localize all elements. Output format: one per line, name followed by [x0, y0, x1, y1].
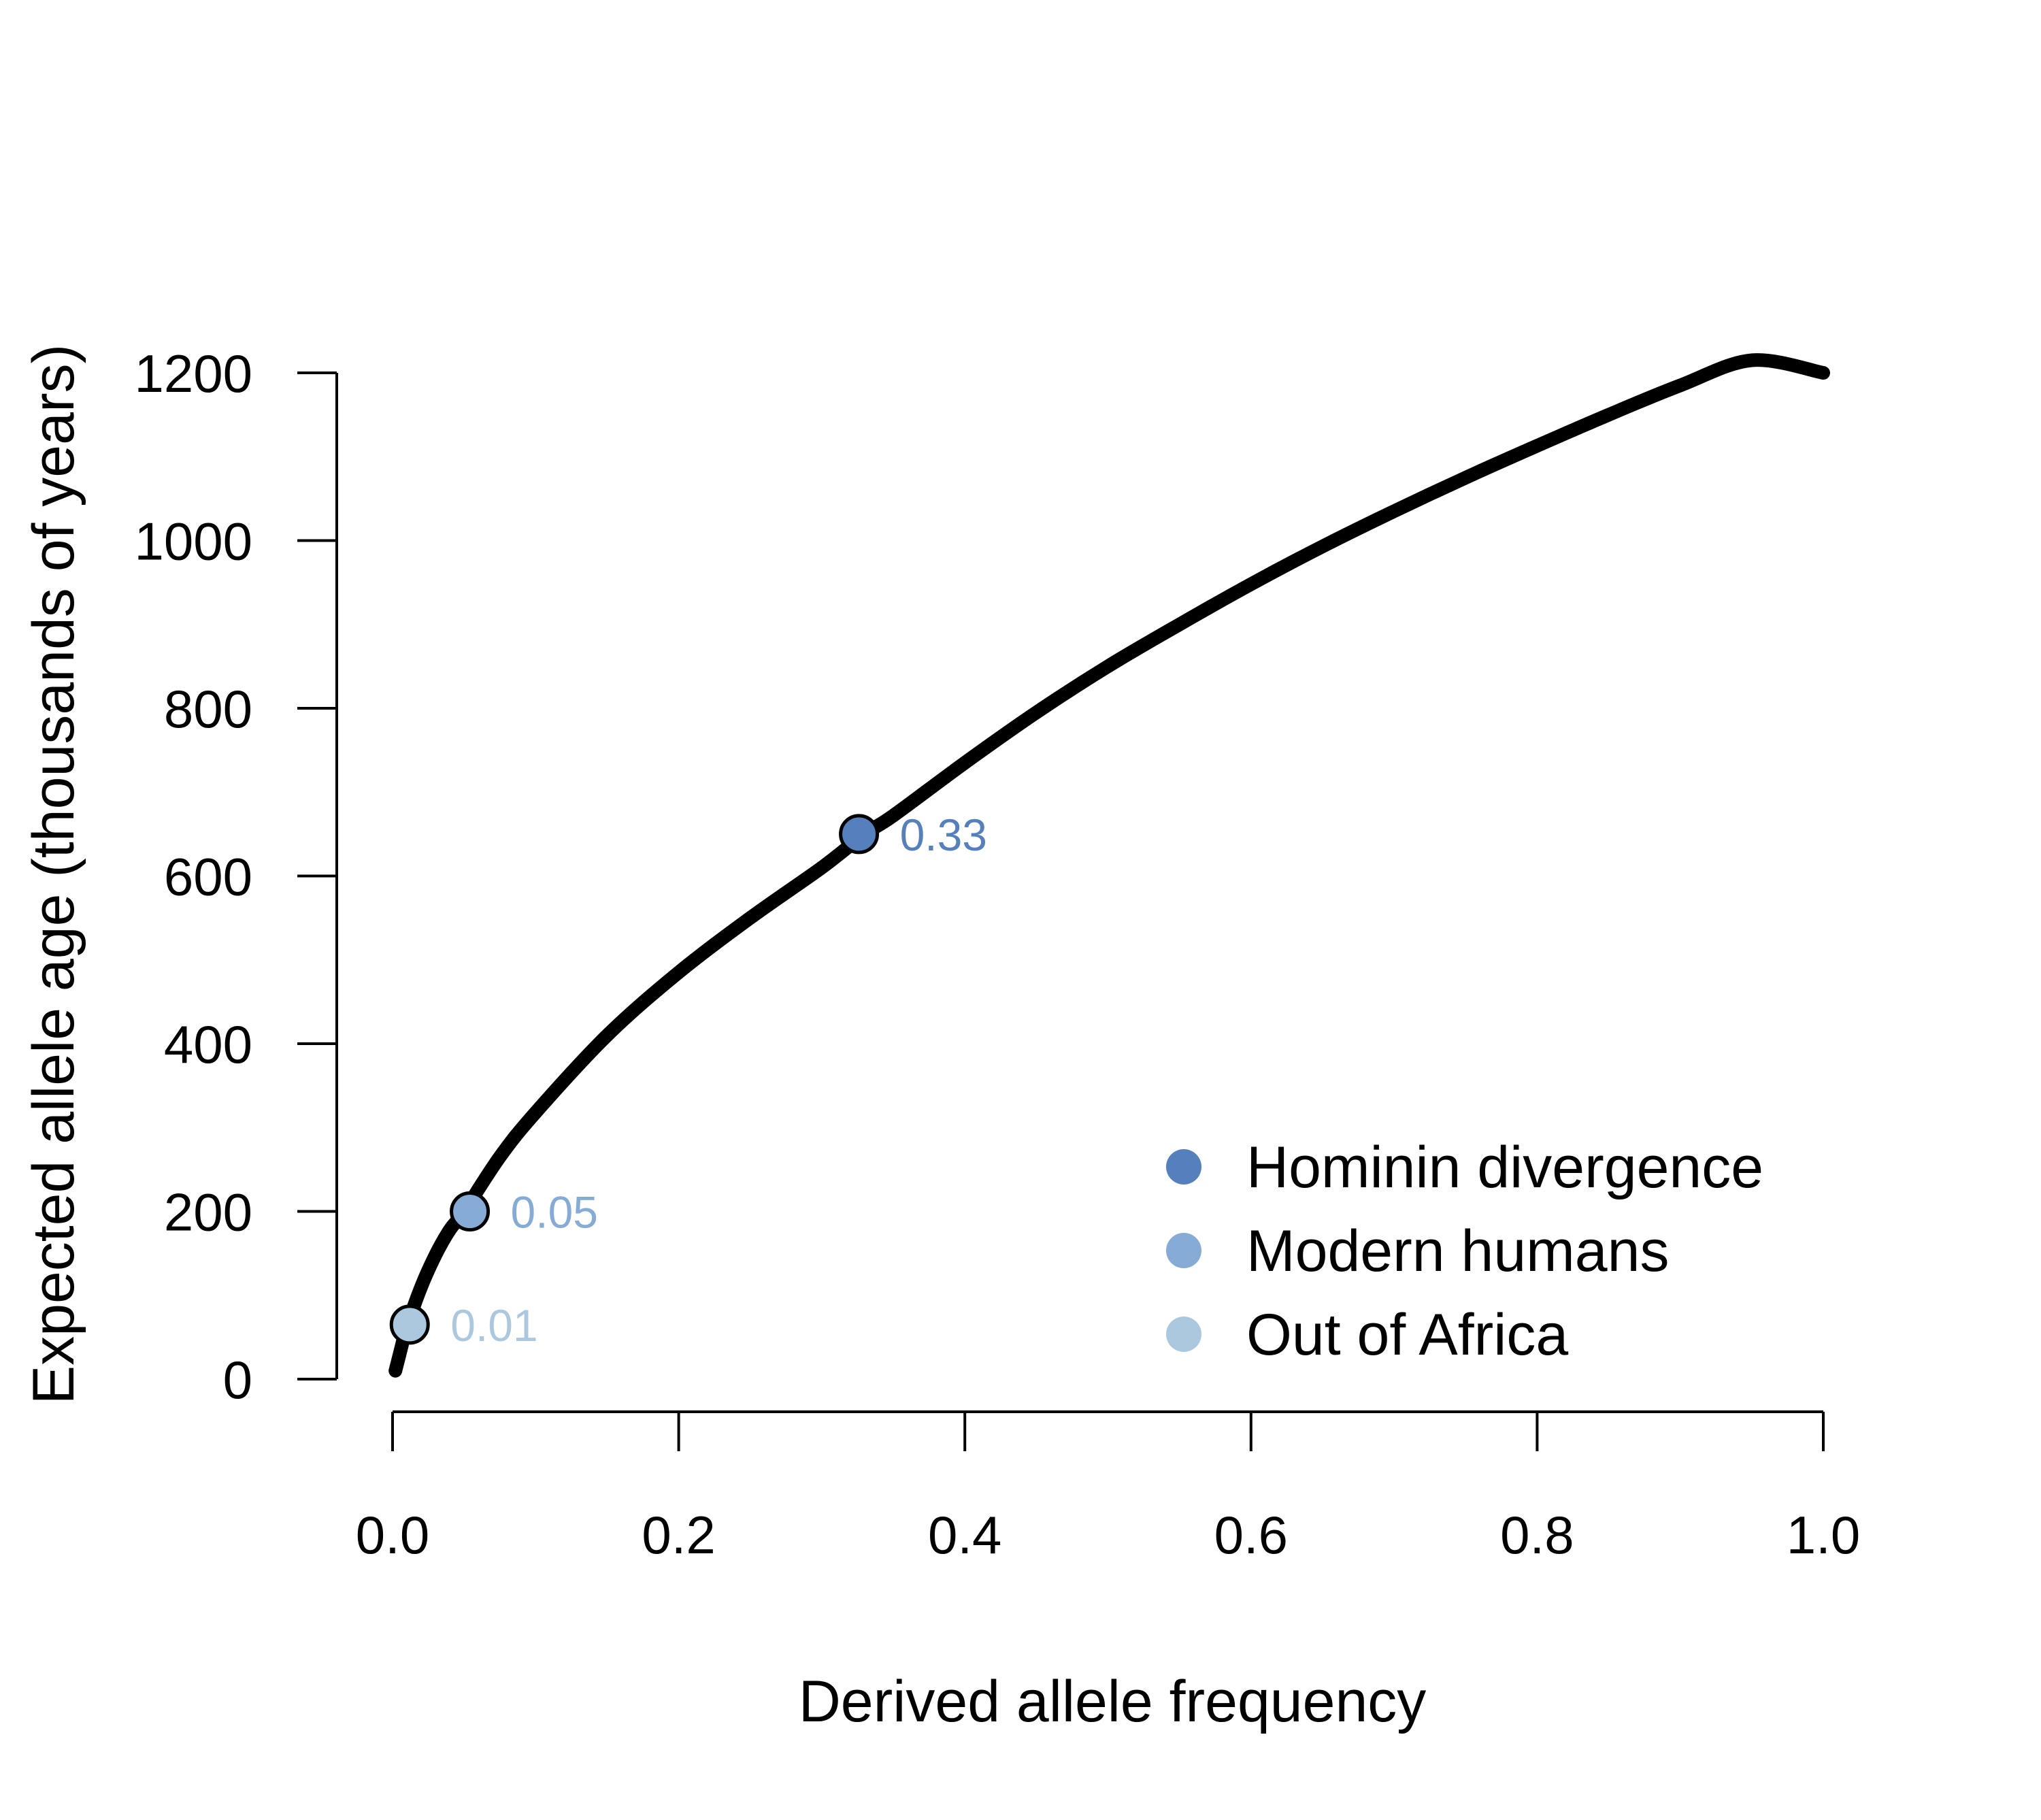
data-point-label: 0.01 — [450, 1300, 537, 1351]
x-tick-label: 0.2 — [642, 1505, 715, 1565]
legend-label: Out of Africa — [1246, 1302, 1568, 1368]
legend-marker — [1166, 1149, 1201, 1185]
data-point — [389, 1304, 430, 1345]
legend: Hominin divergence Modern humans Out of Af… — [1166, 1135, 1763, 1368]
y-axis-title: Expected allele age (thousands of years) — [21, 344, 86, 1405]
y-tick-label: 400 — [164, 1014, 252, 1074]
data-point — [450, 1191, 491, 1231]
legend-label: Modern humans — [1246, 1219, 1669, 1284]
x-tick-label: 0.0 — [356, 1505, 429, 1565]
x-tick-label: 0.8 — [1500, 1505, 1574, 1565]
x-axis: 0.0 0.2 0.4 0.6 0.8 1.0 — [356, 1410, 1860, 1565]
legend-marker — [1166, 1317, 1201, 1352]
legend-marker — [1166, 1233, 1201, 1268]
x-tick-label: 0.4 — [928, 1505, 1001, 1565]
data-point — [839, 814, 880, 855]
y-tick-label: 800 — [164, 679, 252, 739]
data-point-label: 0.05 — [511, 1187, 598, 1238]
legend-label: Hominin divergence — [1246, 1135, 1763, 1200]
x-axis-title: Derived allele frequency — [799, 1669, 1427, 1734]
plot-area: 0.01 0.05 0.33 — [388, 353, 1830, 1378]
y-tick-label: 0 — [223, 1350, 252, 1410]
y-tick-label: 1000 — [134, 512, 252, 572]
y-tick-label: 200 — [164, 1182, 252, 1242]
x-tick-label: 0.6 — [1214, 1505, 1288, 1565]
y-tick-label: 1200 — [134, 344, 252, 403]
y-tick-label: 600 — [164, 847, 252, 907]
x-tick-label: 1.0 — [1787, 1505, 1860, 1565]
data-point-label: 0.33 — [900, 810, 987, 860]
y-axis: 0 200 400 600 800 1000 1200 — [134, 344, 338, 1410]
